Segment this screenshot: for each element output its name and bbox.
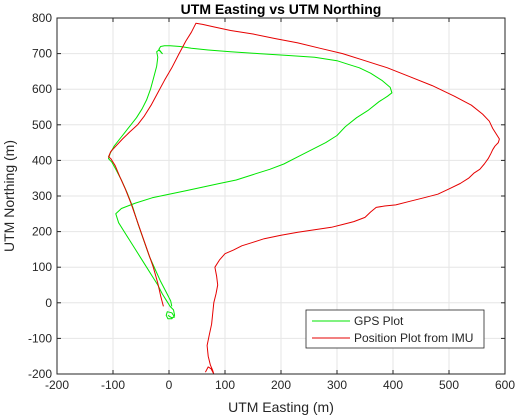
legend-label-gps: GPS Plot	[354, 314, 404, 328]
y-tick-label: 300	[32, 189, 52, 203]
y-tick-label: 0	[45, 296, 52, 310]
legend-label-imu: Position Plot from IMU	[354, 331, 473, 345]
y-tick-label: 800	[32, 11, 52, 25]
x-tick-label: 400	[383, 378, 403, 392]
x-axis-label: UTM Easting (m)	[228, 399, 334, 415]
x-tick-label: 100	[215, 378, 235, 392]
x-tick-label: 600	[495, 378, 515, 392]
y-tick-label: 400	[32, 153, 52, 167]
x-tick-label: 500	[439, 378, 459, 392]
series-lines	[108, 22, 500, 374]
y-tick-label: 500	[32, 118, 52, 132]
x-tick-label: 200	[271, 378, 291, 392]
legend: GPS Plot Position Plot from IMU	[305, 309, 485, 349]
x-tick-labels: -200 -100 0 100 200 300 400 500 600	[45, 378, 515, 392]
series-line-gps	[108, 45, 393, 320]
y-tick-label: 700	[32, 47, 52, 61]
y-tick-labels: -200 -100 0 100 200 300 400 500 600 700 800	[28, 11, 52, 381]
chart-title: UTM Easting vs UTM Northing	[181, 1, 382, 17]
y-tick-label: 100	[32, 260, 52, 274]
y-tick-label: -100	[28, 331, 52, 345]
x-tick-label: 0	[166, 378, 173, 392]
y-tick-label: 600	[32, 82, 52, 96]
x-tick-label: -100	[101, 378, 125, 392]
series-line-imu	[108, 22, 500, 374]
y-tick-label: 200	[32, 225, 52, 239]
x-tick-label: -200	[45, 378, 69, 392]
y-axis-label: UTM Northing (m)	[1, 140, 17, 252]
x-tick-label: 300	[327, 378, 347, 392]
tick-marks	[56, 17, 506, 375]
legend-box	[305, 309, 485, 349]
y-tick-label: -200	[28, 367, 52, 381]
